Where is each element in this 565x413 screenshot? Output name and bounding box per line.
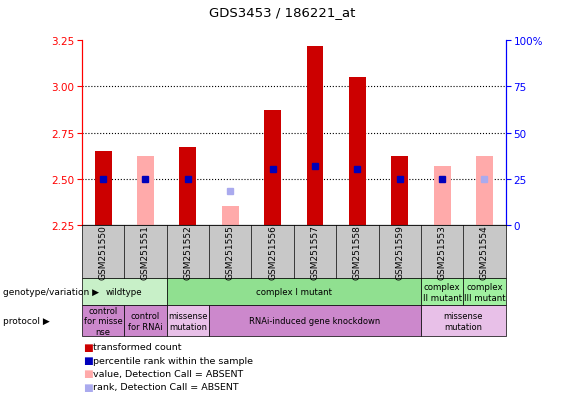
Text: control
for misse
nse: control for misse nse <box>84 306 123 336</box>
Bar <box>179 148 197 225</box>
Text: GSM251553: GSM251553 <box>438 225 446 279</box>
Bar <box>137 157 154 225</box>
Text: complex I mutant: complex I mutant <box>256 288 332 297</box>
Text: transformed count: transformed count <box>93 342 182 351</box>
Text: percentile rank within the sample: percentile rank within the sample <box>93 356 253 365</box>
Bar <box>434 166 451 225</box>
Bar <box>95 152 112 225</box>
Text: GSM251556: GSM251556 <box>268 225 277 279</box>
Text: GSM251557: GSM251557 <box>311 225 319 279</box>
Text: RNAi-induced gene knockdown: RNAi-induced gene knockdown <box>249 317 381 325</box>
Text: missense
mutation: missense mutation <box>444 311 483 331</box>
Text: wildtype: wildtype <box>106 288 142 297</box>
Text: GSM251550: GSM251550 <box>99 225 107 279</box>
Bar <box>476 157 493 225</box>
Text: genotype/variation ▶: genotype/variation ▶ <box>3 288 99 297</box>
Text: protocol ▶: protocol ▶ <box>3 317 50 325</box>
Text: value, Detection Call = ABSENT: value, Detection Call = ABSENT <box>93 369 244 378</box>
Text: rank, Detection Call = ABSENT: rank, Detection Call = ABSENT <box>93 382 239 391</box>
Text: GSM251552: GSM251552 <box>184 225 192 279</box>
Bar <box>264 111 281 225</box>
Text: GSM251558: GSM251558 <box>353 225 362 279</box>
Text: ■: ■ <box>82 342 93 352</box>
Text: GSM251554: GSM251554 <box>480 225 489 279</box>
Bar <box>221 206 238 225</box>
Text: ■: ■ <box>82 368 93 378</box>
Text: control
for RNAi: control for RNAi <box>128 311 163 331</box>
Text: GSM251555: GSM251555 <box>226 225 234 279</box>
Text: complex
II mutant: complex II mutant <box>423 282 462 302</box>
Text: GSM251551: GSM251551 <box>141 225 150 279</box>
Bar <box>306 47 323 225</box>
Text: ■: ■ <box>82 382 93 392</box>
Text: GSM251559: GSM251559 <box>396 225 404 279</box>
Bar <box>391 157 408 225</box>
Text: GDS3453 / 186221_at: GDS3453 / 186221_at <box>209 6 356 19</box>
Bar <box>349 78 366 225</box>
Text: ■: ■ <box>82 355 93 365</box>
Text: complex
III mutant: complex III mutant <box>464 282 505 302</box>
Text: missense
mutation: missense mutation <box>168 311 207 331</box>
